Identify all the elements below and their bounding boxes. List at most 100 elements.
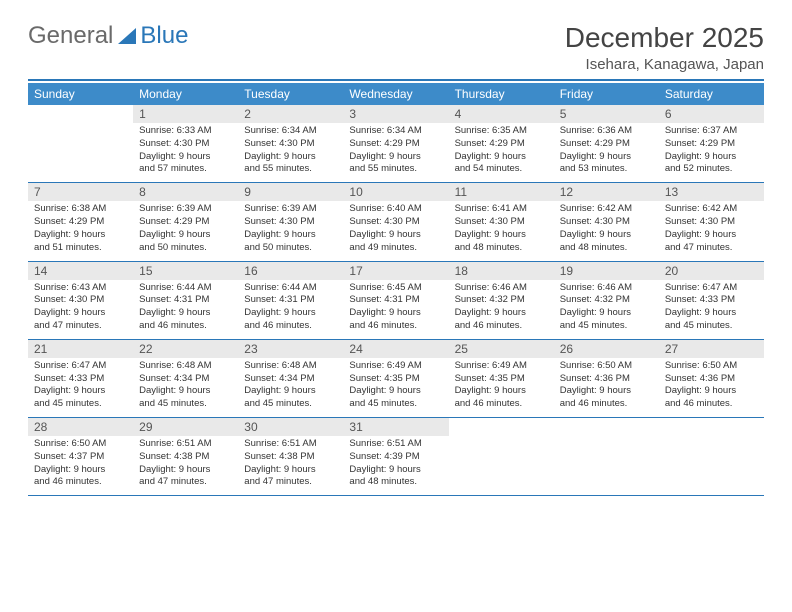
day-line: Sunset: 4:34 PM — [139, 373, 232, 386]
day-line: Sunrise: 6:33 AM — [139, 125, 232, 138]
day-details: Sunrise: 6:35 AMSunset: 4:29 PMDaylight:… — [449, 123, 554, 182]
day-cell: 13Sunrise: 6:42 AMSunset: 4:30 PMDayligh… — [659, 183, 764, 261]
day-line: Sunset: 4:37 PM — [34, 451, 127, 464]
day-line: Sunrise: 6:35 AM — [455, 125, 548, 138]
day-number: 27 — [659, 340, 764, 358]
day-line: and 47 minutes. — [244, 476, 337, 489]
day-line: Sunset: 4:32 PM — [455, 294, 548, 307]
day-line: Sunrise: 6:36 AM — [560, 125, 653, 138]
day-line: and 47 minutes. — [665, 242, 758, 255]
day-details: Sunrise: 6:50 AMSunset: 4:37 PMDaylight:… — [28, 436, 133, 495]
day-details: Sunrise: 6:39 AMSunset: 4:30 PMDaylight:… — [238, 201, 343, 260]
day-cell: 10 Sunrise: 6:40 AMSunset: 4:30 PMDayligh… — [343, 183, 448, 261]
day-line: Sunrise: 6:51 AM — [244, 438, 337, 451]
day-cell: 11Sunrise: 6:41 AMSunset: 4:30 PMDayligh… — [449, 183, 554, 261]
day-cell: 28Sunrise: 6:50 AMSunset: 4:37 PMDayligh… — [28, 418, 133, 496]
day-details: Sunrise: 6:48 AMSunset: 4:34 PMDaylight:… — [238, 358, 343, 417]
day-line: Sunset: 4:31 PM — [349, 294, 442, 307]
day-line: Sunrise: 6:42 AM — [665, 203, 758, 216]
day-line: Daylight: 9 hours — [349, 464, 442, 477]
day-line: Daylight: 9 hours — [139, 229, 232, 242]
day-line: Daylight: 9 hours — [349, 229, 442, 242]
day-line: Daylight: 9 hours — [455, 151, 548, 164]
day-line: and 53 minutes. — [560, 163, 653, 176]
day-number: 10 — [343, 183, 448, 201]
weekday-header: Saturday — [659, 83, 764, 105]
day-line: and 45 minutes. — [665, 320, 758, 333]
day-number: 29 — [133, 418, 238, 436]
day-details: Sunrise: 6:51 AMSunset: 4:39 PMDaylight:… — [343, 436, 448, 495]
day-number: 11 — [449, 183, 554, 201]
day-cell: 18Sunrise: 6:46 AMSunset: 4:32 PMDayligh… — [449, 261, 554, 339]
day-number: 12 — [554, 183, 659, 201]
day-cell: 24Sunrise: 6:49 AMSunset: 4:35 PMDayligh… — [343, 339, 448, 417]
day-cell: 9Sunrise: 6:39 AMSunset: 4:30 PMDaylight… — [238, 183, 343, 261]
day-cell: 22Sunrise: 6:48 AMSunset: 4:34 PMDayligh… — [133, 339, 238, 417]
day-line: and 55 minutes. — [349, 163, 442, 176]
day-line: and 51 minutes. — [34, 242, 127, 255]
day-line: Sunset: 4:36 PM — [665, 373, 758, 386]
day-line: and 45 minutes. — [349, 398, 442, 411]
day-line: Sunset: 4:30 PM — [34, 294, 127, 307]
day-line: Sunrise: 6:49 AM — [349, 360, 442, 373]
weekday-header: Friday — [554, 83, 659, 105]
day-details: Sunrise: 6:33 AMSunset: 4:30 PMDaylight:… — [133, 123, 238, 182]
day-line: Daylight: 9 hours — [665, 307, 758, 320]
day-details: Sunrise: 6:49 AMSunset: 4:35 PMDaylight:… — [343, 358, 448, 417]
day-line: and 45 minutes. — [34, 398, 127, 411]
logo: General Blue — [28, 22, 188, 50]
day-line: Daylight: 9 hours — [244, 151, 337, 164]
week-row: 14Sunrise: 6:43 AMSunset: 4:30 PMDayligh… — [28, 261, 764, 339]
day-line: and 46 minutes. — [34, 476, 127, 489]
day-line: Sunset: 4:30 PM — [349, 216, 442, 229]
day-line: Sunrise: 6:50 AM — [34, 438, 127, 451]
calendar-body: 1Sunrise: 6:33 AMSunset: 4:30 PMDaylight… — [28, 105, 764, 496]
day-line: Sunset: 4:30 PM — [455, 216, 548, 229]
day-details: Sunrise: 6:47 AMSunset: 4:33 PMDaylight:… — [28, 358, 133, 417]
day-line: Sunrise: 6:46 AM — [455, 282, 548, 295]
day-number: 4 — [449, 105, 554, 123]
day-line: Daylight: 9 hours — [665, 151, 758, 164]
day-cell: 12Sunrise: 6:42 AMSunset: 4:30 PMDayligh… — [554, 183, 659, 261]
day-line: Sunrise: 6:43 AM — [34, 282, 127, 295]
day-cell: 1Sunrise: 6:33 AMSunset: 4:30 PMDaylight… — [133, 105, 238, 183]
day-details: Sunrise: 6:37 AMSunset: 4:29 PMDaylight:… — [659, 123, 764, 182]
day-line: Sunrise: 6:48 AM — [139, 360, 232, 373]
day-line: Sunrise: 6:45 AM — [349, 282, 442, 295]
day-cell: 16Sunrise: 6:44 AMSunset: 4:31 PMDayligh… — [238, 261, 343, 339]
day-line: Sunrise: 6:44 AM — [139, 282, 232, 295]
day-details: Sunrise: 6:43 AMSunset: 4:30 PMDaylight:… — [28, 280, 133, 339]
day-number: 8 — [133, 183, 238, 201]
day-line: Daylight: 9 hours — [139, 151, 232, 164]
day-line: and 57 minutes. — [139, 163, 232, 176]
day-line: Sunset: 4:30 PM — [665, 216, 758, 229]
day-line: Sunrise: 6:44 AM — [244, 282, 337, 295]
logo-sail-icon — [116, 26, 138, 46]
day-line: Sunrise: 6:40 AM — [349, 203, 442, 216]
day-number: 30 — [238, 418, 343, 436]
day-cell: 20Sunrise: 6:47 AMSunset: 4:33 PMDayligh… — [659, 261, 764, 339]
day-line: and 46 minutes. — [665, 398, 758, 411]
day-line: Daylight: 9 hours — [244, 307, 337, 320]
day-line: Daylight: 9 hours — [34, 307, 127, 320]
day-details: Sunrise: 6:48 AMSunset: 4:34 PMDaylight:… — [133, 358, 238, 417]
day-details: Sunrise: 6:42 AMSunset: 4:30 PMDaylight:… — [659, 201, 764, 260]
day-line: and 52 minutes. — [665, 163, 758, 176]
day-cell: 29Sunrise: 6:51 AMSunset: 4:38 PMDayligh… — [133, 418, 238, 496]
calendar-page: General Blue December 2025 Isehara, Kana… — [0, 0, 792, 516]
day-details: Sunrise: 6:36 AMSunset: 4:29 PMDaylight:… — [554, 123, 659, 182]
day-line: Sunset: 4:30 PM — [244, 216, 337, 229]
day-line: Sunrise: 6:51 AM — [349, 438, 442, 451]
day-cell: 17Sunrise: 6:45 AMSunset: 4:31 PMDayligh… — [343, 261, 448, 339]
day-details: Sunrise: 6:38 AMSunset: 4:29 PMDaylight:… — [28, 201, 133, 260]
day-number: 9 — [238, 183, 343, 201]
day-details: Sunrise: 6:50 AMSunset: 4:36 PMDaylight:… — [659, 358, 764, 417]
day-number: 22 — [133, 340, 238, 358]
day-details: Sunrise: 6:46 AMSunset: 4:32 PMDaylight:… — [449, 280, 554, 339]
day-line: Daylight: 9 hours — [34, 385, 127, 398]
day-cell — [28, 105, 133, 183]
day-details: Sunrise: 6:51 AMSunset: 4:38 PMDaylight:… — [238, 436, 343, 495]
day-number: 17 — [343, 262, 448, 280]
day-cell: 8Sunrise: 6:39 AMSunset: 4:29 PMDaylight… — [133, 183, 238, 261]
day-line: Sunset: 4:38 PM — [244, 451, 337, 464]
